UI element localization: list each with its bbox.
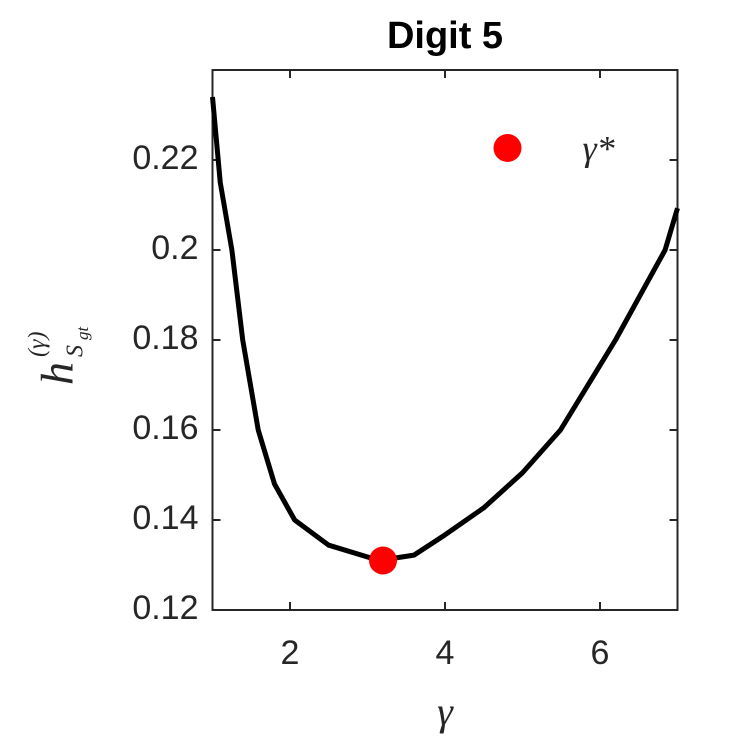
plot-area — [211, 69, 679, 611]
legend-label: γ* — [583, 128, 615, 168]
legend-marker — [493, 134, 522, 162]
x-axis-label: γ — [437, 689, 454, 734]
y-tick-label: 0.12 — [132, 589, 198, 627]
y-label-sub: S — [63, 345, 89, 357]
y-label-base: h — [32, 362, 83, 385]
y-tick-label: 0.22 — [132, 139, 198, 177]
y-tick-label: 0.14 — [132, 499, 198, 537]
x-tick-label: 2 — [281, 634, 300, 672]
chart-title: Digit 5 — [387, 15, 503, 57]
x-tick-label: 6 — [591, 634, 610, 672]
y-label-sup: (γ) — [25, 332, 51, 357]
y-label-subsub: gt — [73, 326, 92, 341]
y-axis-label: h (γ) S gt — [25, 326, 92, 386]
y-tick-label: 0.16 — [132, 409, 198, 447]
min-marker — [369, 546, 397, 575]
x-tick-label: 4 — [436, 634, 455, 672]
y-tick-label: 0.2 — [151, 229, 198, 267]
y-tick-label: 0.18 — [132, 319, 198, 357]
